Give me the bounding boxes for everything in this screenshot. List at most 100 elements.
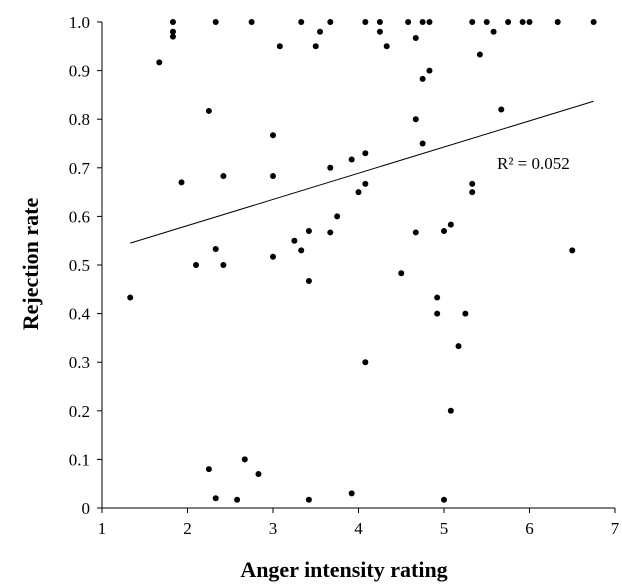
y-tick-label: 1.0 xyxy=(69,13,90,32)
data-point xyxy=(412,229,419,236)
data-point xyxy=(412,116,419,123)
data-point xyxy=(419,140,426,147)
data-point xyxy=(291,237,298,244)
trendline xyxy=(130,100,594,244)
data-point xyxy=(127,294,134,301)
data-point xyxy=(348,156,355,163)
data-point xyxy=(305,278,312,285)
data-point xyxy=(178,179,185,186)
data-point xyxy=(241,456,248,463)
x-axis-title: Anger intensity rating xyxy=(240,557,447,582)
data-point xyxy=(298,19,305,25)
y-tick-label: 0.1 xyxy=(69,450,90,469)
data-point xyxy=(362,180,369,187)
data-point xyxy=(383,43,390,50)
data-point xyxy=(362,19,369,25)
y-axis-ticks: 0 0.1 0.2 0.3 0.4 0.5 0.6 0.7 0.8 0.9 1.0 xyxy=(69,13,102,518)
data-point xyxy=(526,19,533,25)
y-tick-label: 0.3 xyxy=(69,353,90,372)
data-point xyxy=(212,245,219,252)
data-point xyxy=(490,28,497,35)
x-tick-label: 7 xyxy=(611,519,620,538)
data-point xyxy=(327,19,334,25)
data-point xyxy=(270,132,276,139)
data-point xyxy=(441,496,447,503)
data-point xyxy=(248,19,255,25)
data-point xyxy=(434,294,441,301)
data-point xyxy=(193,262,200,268)
data-point xyxy=(305,227,312,234)
y-axis-title: Rejection rate xyxy=(18,198,43,331)
data-point xyxy=(554,19,561,25)
x-tick-label: 1 xyxy=(98,519,107,538)
data-point xyxy=(212,19,219,25)
data-point xyxy=(447,221,454,228)
data-point xyxy=(234,496,241,503)
data-point xyxy=(327,164,334,171)
data-point xyxy=(270,173,276,180)
data-point xyxy=(469,19,476,25)
data-point xyxy=(419,75,426,82)
data-point xyxy=(505,19,512,25)
data-point xyxy=(376,28,383,35)
data-point xyxy=(255,470,262,477)
y-tick-label: 0.9 xyxy=(69,62,90,81)
x-tick-label: 3 xyxy=(269,519,278,538)
data-point xyxy=(205,466,212,473)
data-point xyxy=(498,106,505,113)
data-point xyxy=(469,189,476,196)
y-tick-label: 0.4 xyxy=(69,305,91,324)
y-tick-label: 0.8 xyxy=(69,110,90,129)
x-tick-label: 2 xyxy=(183,519,192,538)
y-tick-label: 0.7 xyxy=(69,159,91,178)
data-point xyxy=(462,310,469,317)
r-squared-annotation: R² = 0.052 xyxy=(497,154,570,173)
data-point xyxy=(469,180,476,187)
data-point xyxy=(169,33,176,40)
data-point xyxy=(447,407,454,414)
data-point xyxy=(412,35,419,42)
data-point xyxy=(276,43,283,50)
data-point xyxy=(317,28,324,35)
data-point xyxy=(348,490,355,497)
data-point xyxy=(476,51,483,58)
x-tick-label: 5 xyxy=(440,519,449,538)
data-point xyxy=(156,59,163,66)
data-point xyxy=(305,496,312,503)
data-point xyxy=(426,19,433,25)
data-point xyxy=(419,19,426,25)
data-point xyxy=(327,229,334,236)
data-point xyxy=(426,67,433,74)
data-points xyxy=(127,19,597,503)
data-point xyxy=(405,19,412,25)
x-tick-label: 6 xyxy=(525,519,534,538)
x-tick-label: 4 xyxy=(354,519,363,538)
data-point xyxy=(298,247,305,254)
data-point xyxy=(590,19,597,25)
data-point xyxy=(212,495,219,502)
data-point xyxy=(220,262,227,268)
data-point xyxy=(376,19,383,25)
data-point xyxy=(169,19,176,25)
data-point xyxy=(398,270,405,277)
data-point xyxy=(455,343,462,350)
data-point xyxy=(483,19,490,25)
data-point xyxy=(362,359,369,366)
y-tick-label: 0 xyxy=(82,499,91,518)
data-point xyxy=(312,43,319,50)
data-point xyxy=(334,213,341,220)
y-tick-label: 0.6 xyxy=(69,207,90,226)
data-point xyxy=(205,107,212,114)
data-point xyxy=(519,19,526,25)
data-point xyxy=(169,28,176,35)
data-point xyxy=(355,189,362,196)
y-tick-label: 0.2 xyxy=(69,402,90,421)
data-point xyxy=(362,150,369,157)
data-point xyxy=(434,310,441,317)
data-point xyxy=(220,173,227,180)
data-point xyxy=(569,247,576,254)
y-tick-label: 0.5 xyxy=(69,256,90,275)
data-point xyxy=(441,227,447,234)
x-axis-ticks: 1 2 3 4 5 6 7 xyxy=(98,508,620,538)
